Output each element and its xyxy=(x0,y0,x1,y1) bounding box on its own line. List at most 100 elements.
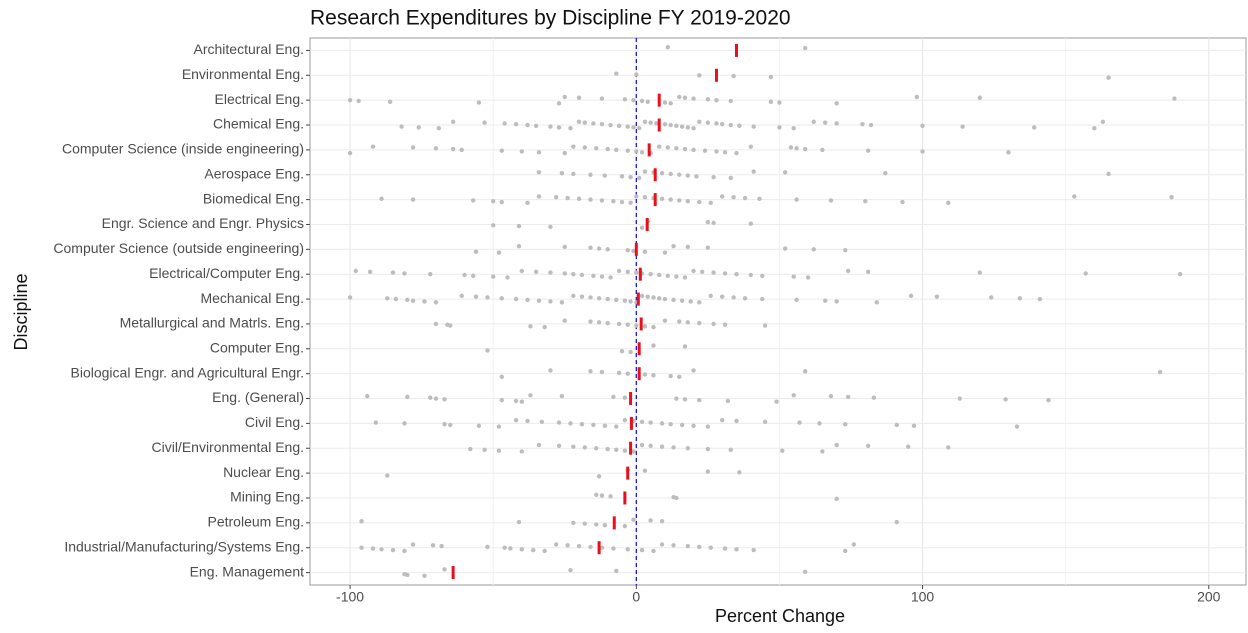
x-tick-label: -100 xyxy=(336,589,364,605)
y-tick-label: Environmental Eng. xyxy=(182,66,304,82)
data-point xyxy=(697,544,702,550)
data-point xyxy=(674,274,679,279)
data-point xyxy=(1083,271,1088,276)
data-point xyxy=(802,369,808,374)
data-point xyxy=(525,200,530,206)
data-point xyxy=(668,122,673,128)
x-axis-label: Percent Change xyxy=(715,606,845,626)
y-tick-label: Civil Eng. xyxy=(245,414,304,430)
data-point xyxy=(473,249,479,254)
data-point xyxy=(513,122,519,127)
data-point xyxy=(682,95,688,100)
median-marker xyxy=(637,367,641,381)
data-point xyxy=(719,194,725,199)
data-point xyxy=(677,172,682,177)
data-point xyxy=(828,393,834,399)
data-point xyxy=(863,199,868,204)
data-point xyxy=(548,124,553,129)
data-point xyxy=(496,424,502,429)
y-tick-label: Computer Science (inside engineering) xyxy=(62,141,304,157)
data-point xyxy=(634,149,639,154)
data-point xyxy=(817,421,822,426)
data-point xyxy=(482,447,487,453)
data-point xyxy=(728,175,733,181)
data-point xyxy=(499,199,504,205)
data-point xyxy=(725,398,731,404)
data-point xyxy=(594,146,599,151)
x-tick-label: 0 xyxy=(632,589,640,605)
data-point xyxy=(619,199,625,205)
data-point xyxy=(450,119,456,125)
data-point xyxy=(794,197,799,202)
data-point xyxy=(934,294,940,299)
data-point xyxy=(639,419,645,424)
data-point xyxy=(957,396,962,401)
data-point xyxy=(671,243,676,249)
data-point xyxy=(691,96,696,101)
data-point xyxy=(748,144,754,149)
data-point xyxy=(642,324,648,329)
data-point xyxy=(588,319,593,324)
data-point xyxy=(728,447,733,453)
data-point xyxy=(631,449,636,454)
data-point xyxy=(645,294,650,299)
data-point xyxy=(599,96,605,101)
data-point xyxy=(737,470,742,475)
data-point xyxy=(865,443,871,449)
data-point xyxy=(622,417,628,423)
data-point xyxy=(459,293,464,299)
data-point xyxy=(631,248,636,254)
data-point xyxy=(674,123,679,129)
data-point xyxy=(762,419,768,424)
data-point xyxy=(685,199,691,204)
data-point xyxy=(628,174,633,180)
data-point xyxy=(347,150,353,156)
data-point xyxy=(731,295,736,300)
data-point xyxy=(757,196,762,202)
data-point xyxy=(631,97,636,103)
data-point xyxy=(482,120,487,125)
data-point xyxy=(625,247,630,253)
data-point xyxy=(631,517,636,522)
data-point xyxy=(636,175,642,181)
median-marker xyxy=(645,217,649,231)
data-point xyxy=(571,144,576,149)
data-point xyxy=(628,349,633,355)
median-marker xyxy=(714,68,718,82)
data-point xyxy=(682,397,688,402)
data-point xyxy=(874,300,879,305)
data-point xyxy=(642,468,648,473)
data-point xyxy=(588,544,593,550)
data-point xyxy=(659,170,665,176)
data-point xyxy=(496,250,502,255)
data-point xyxy=(631,125,636,130)
data-point xyxy=(697,73,702,78)
data-point xyxy=(448,323,453,328)
data-point xyxy=(616,268,622,274)
data-point xyxy=(648,120,653,125)
y-tick-label: Architectural Eng. xyxy=(194,41,305,57)
data-point xyxy=(865,269,871,275)
data-point xyxy=(579,421,585,427)
data-point xyxy=(611,199,616,204)
data-point xyxy=(780,448,785,453)
data-point xyxy=(694,174,699,179)
data-point xyxy=(490,223,496,228)
data-point xyxy=(608,494,613,499)
data-point xyxy=(642,195,648,200)
data-point xyxy=(811,119,816,125)
data-point xyxy=(722,322,728,327)
data-point xyxy=(599,274,605,279)
data-point xyxy=(602,423,608,428)
chart-title: Research Expenditures by Discipline FY 2… xyxy=(310,7,791,30)
data-point xyxy=(734,418,739,424)
y-tick-label: Aerospace Eng. xyxy=(204,165,304,181)
data-point xyxy=(559,170,565,176)
data-point xyxy=(634,72,639,77)
data-point xyxy=(662,296,668,302)
data-point xyxy=(865,148,871,153)
data-point xyxy=(402,548,407,554)
data-point xyxy=(677,198,682,203)
data-point xyxy=(679,124,685,129)
data-point xyxy=(422,299,427,304)
